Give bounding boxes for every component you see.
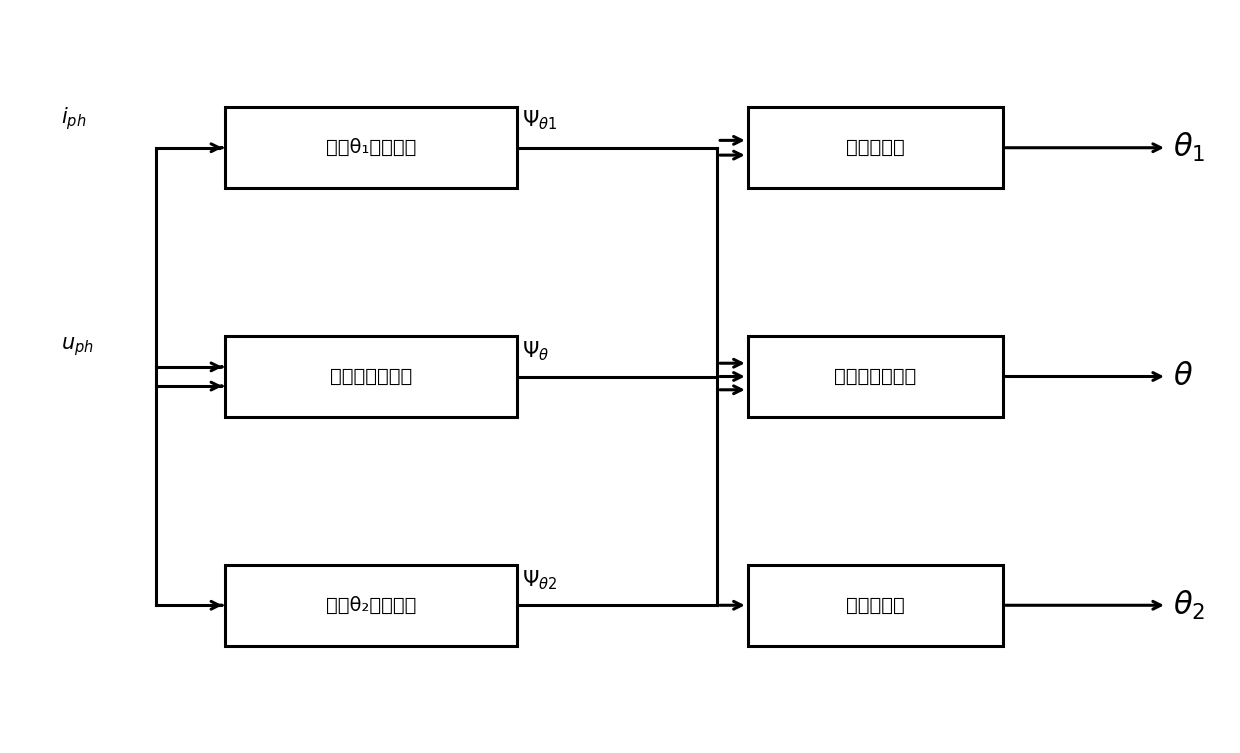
Text: 查找θ₂位置磁链: 查找θ₂位置磁链 — [326, 596, 417, 614]
Bar — [748, 565, 1003, 646]
Text: $\theta_2$: $\theta_2$ — [1173, 589, 1205, 622]
Text: $\mathit{\Psi_{\theta 2}}$: $\mathit{\Psi_{\theta 2}}$ — [522, 569, 557, 592]
Text: $i_{ph}$: $i_{ph}$ — [61, 105, 87, 132]
Bar — [224, 336, 517, 417]
Bar — [748, 107, 1003, 188]
Bar — [224, 565, 517, 646]
Text: $u_{ph}$: $u_{ph}$ — [61, 336, 94, 358]
Bar — [224, 107, 517, 188]
Text: $\theta$: $\theta$ — [1173, 362, 1193, 391]
Bar — [748, 336, 1003, 417]
Text: $\mathit{\Psi_{\theta 1}}$: $\mathit{\Psi_{\theta 1}}$ — [522, 108, 557, 132]
Text: $\theta_1$: $\theta_1$ — [1173, 131, 1205, 164]
Text: 导通相磁链计算: 导通相磁链计算 — [330, 367, 412, 386]
Text: 查找θ₁位置磁链: 查找θ₁位置磁链 — [326, 139, 417, 157]
Text: 第二比较器: 第二比较器 — [846, 596, 904, 614]
Text: $\mathit{\Psi_{\theta}}$: $\mathit{\Psi_{\theta}}$ — [522, 340, 549, 363]
Text: 第一比较器: 第一比较器 — [846, 139, 904, 157]
Text: 转子位置角计算: 转子位置角计算 — [835, 367, 916, 386]
